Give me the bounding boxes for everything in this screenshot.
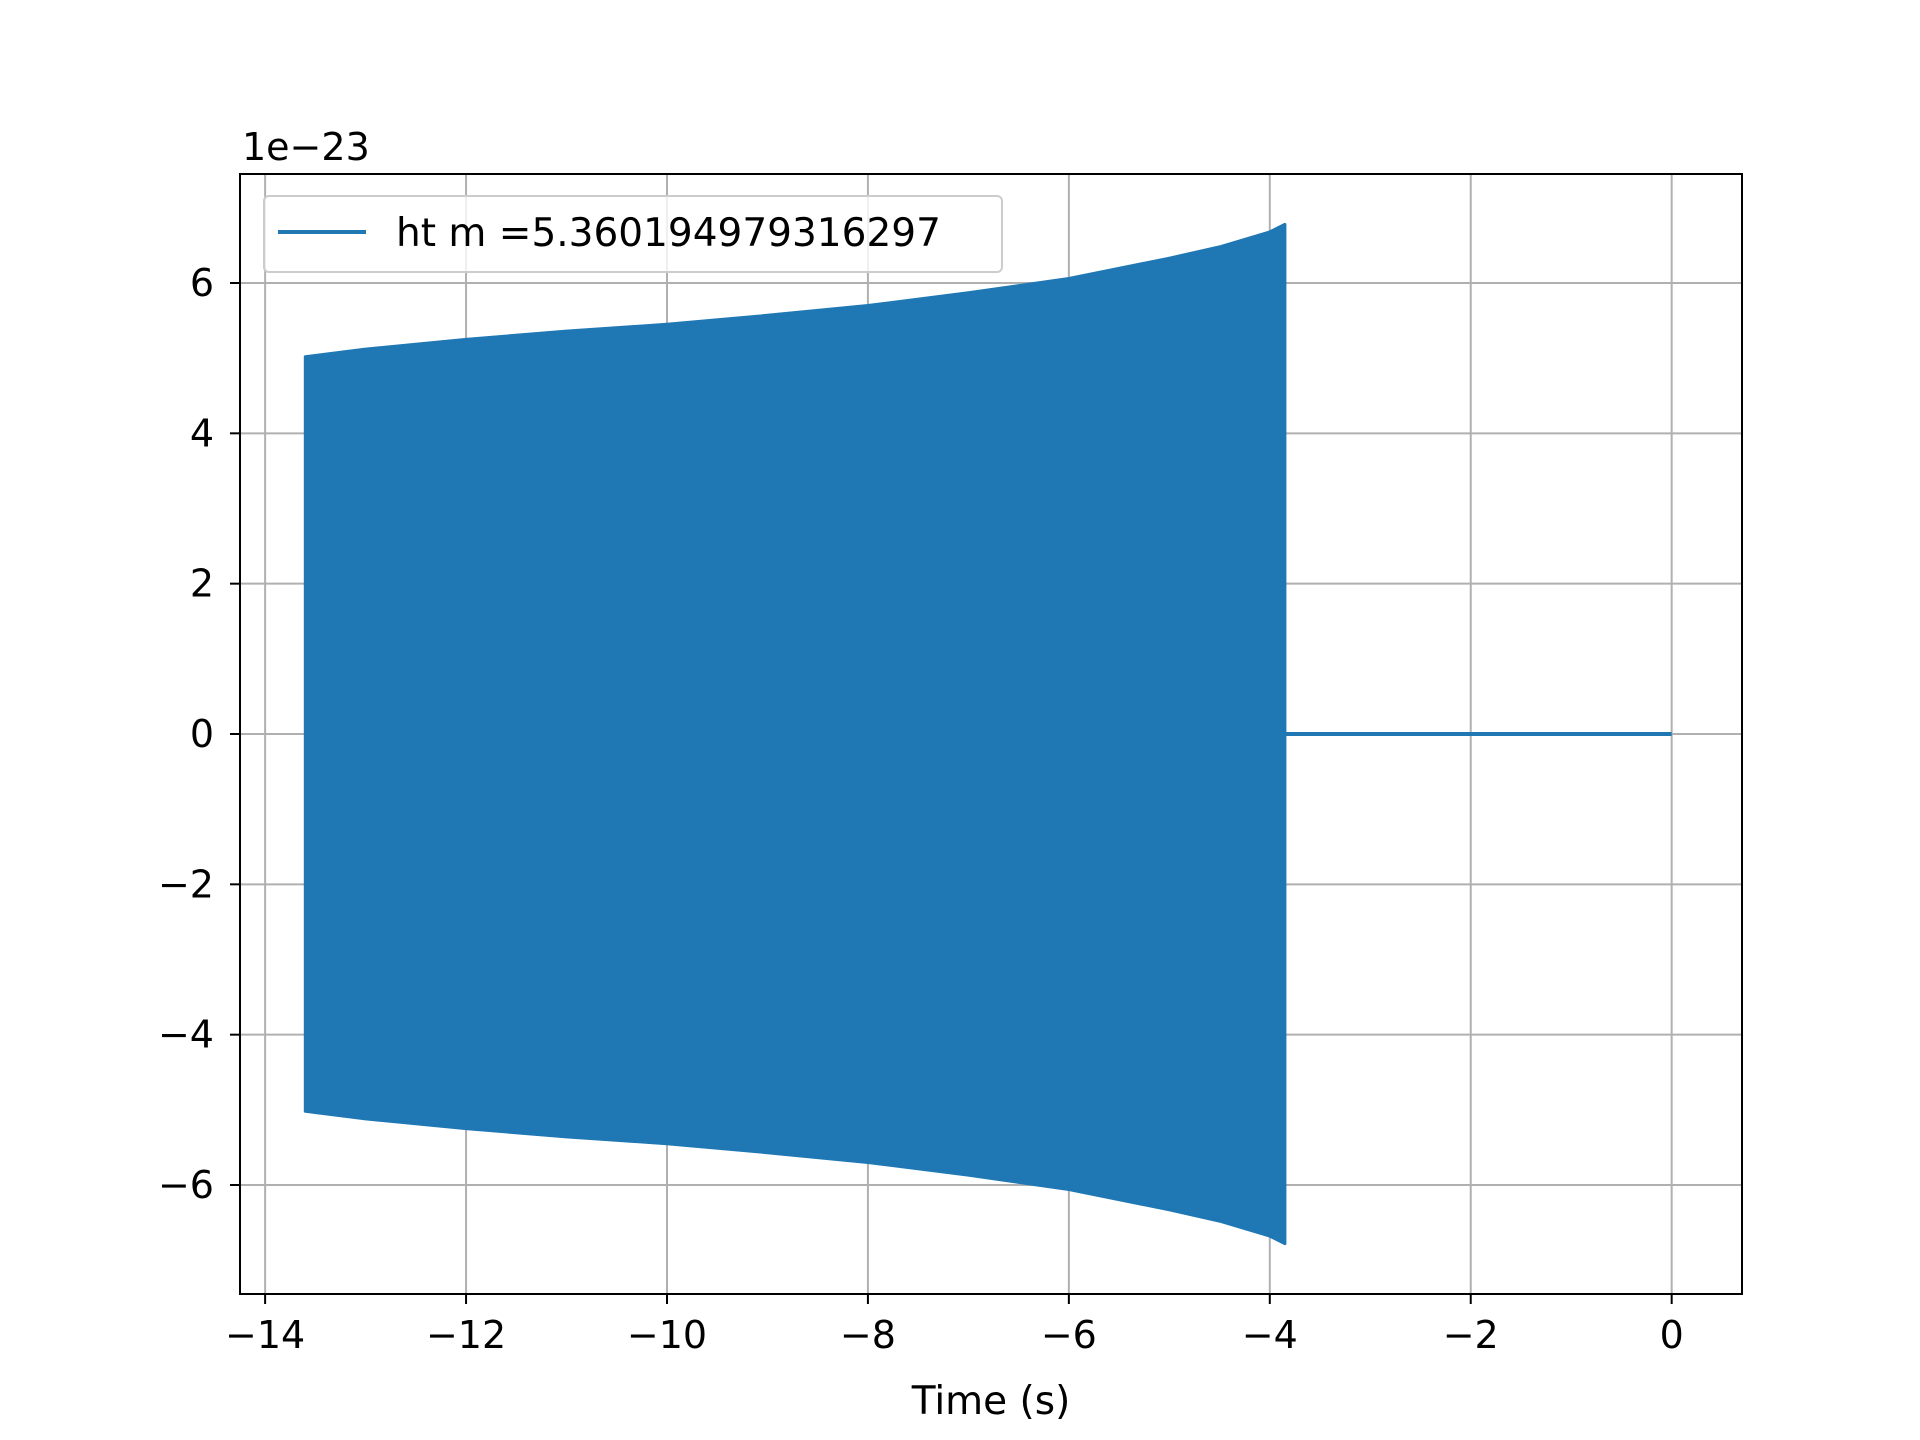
y-offset-label: 1e−23 bbox=[242, 125, 370, 169]
y-tick-label: 0 bbox=[190, 712, 214, 756]
tick-layer: −14 −12 −10 −8 −6 −4 −2 0 −6 −4 −2 0 2 4 6 bbox=[158, 261, 1684, 1357]
x-tick-label: −8 bbox=[840, 1313, 896, 1357]
x-tick-label: −10 bbox=[627, 1313, 707, 1357]
y-tick-label: −4 bbox=[158, 1013, 214, 1057]
series-envelope bbox=[303, 222, 1287, 1246]
x-tick-label: 0 bbox=[1660, 1313, 1684, 1357]
y-tick-label: −6 bbox=[158, 1163, 214, 1207]
y-tick-label: 4 bbox=[190, 411, 214, 455]
x-tick-label: −4 bbox=[1242, 1313, 1298, 1357]
x-tick-label: −6 bbox=[1041, 1313, 1097, 1357]
x-axis-title: Time (s) bbox=[911, 1379, 1071, 1424]
series-layer bbox=[303, 222, 1672, 1246]
legend-box bbox=[263, 195, 1003, 273]
y-tick-label: 2 bbox=[190, 562, 214, 606]
x-tick-label: −14 bbox=[225, 1313, 305, 1357]
y-tick-label: 6 bbox=[190, 261, 214, 305]
x-tick-label: −12 bbox=[426, 1313, 506, 1357]
legend: ht m =5.360194979316297 bbox=[263, 195, 1003, 273]
y-tick-label: −2 bbox=[158, 862, 214, 906]
x-tick-label: −2 bbox=[1443, 1313, 1499, 1357]
legend-label: ht m =5.360194979316297 bbox=[396, 211, 941, 256]
